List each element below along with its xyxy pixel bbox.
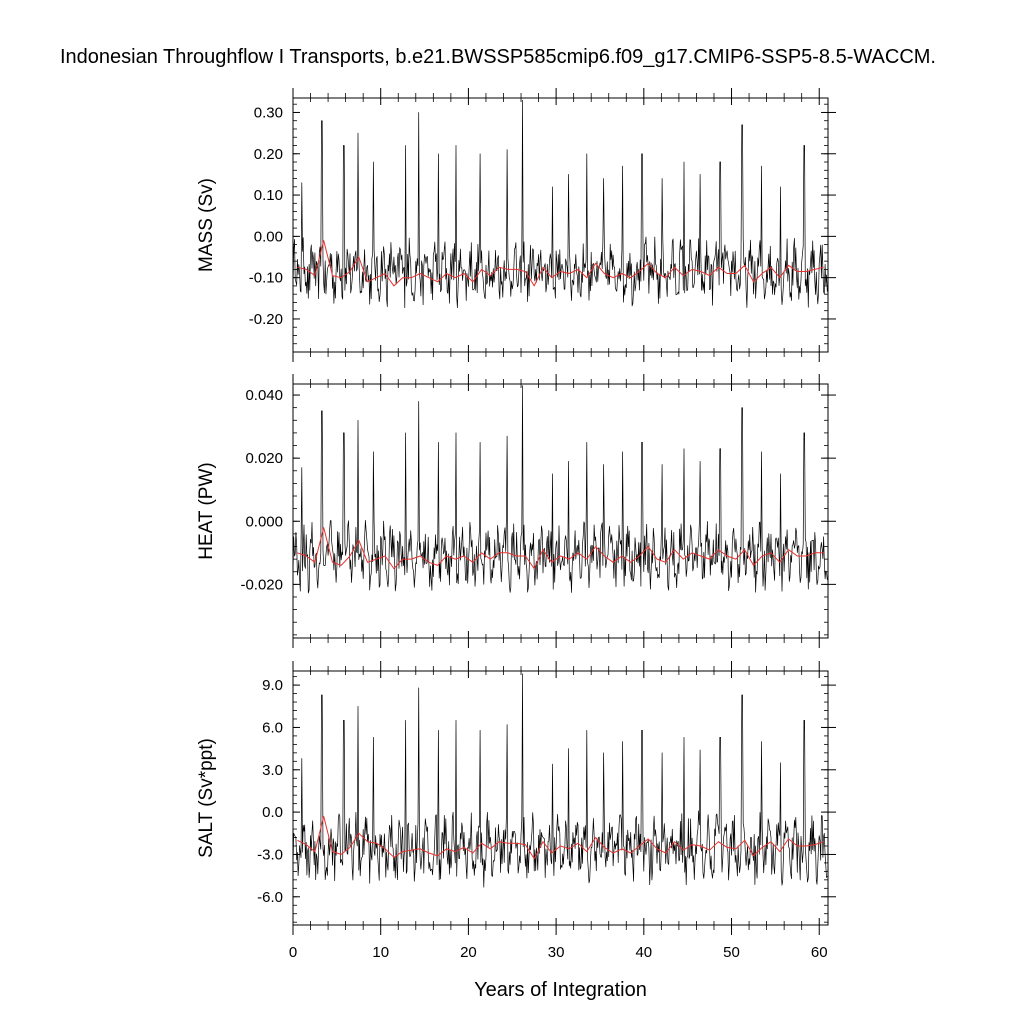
x-tick-label: 20 bbox=[460, 944, 477, 961]
y-tick-label: -6.0 bbox=[257, 889, 283, 906]
plot-frame-heat bbox=[292, 383, 829, 639]
figure-title: Indonesian Throughflow I Transports, b.e… bbox=[60, 46, 936, 68]
y-tick-label: -3.0 bbox=[257, 846, 283, 863]
y-tick-label: 0.20 bbox=[254, 146, 283, 163]
x-tick-label: 30 bbox=[548, 944, 565, 961]
y-axis-label-salt: SALT (Sv*ppt) bbox=[196, 738, 217, 858]
monthly-series-mass bbox=[292, 99, 828, 309]
plot-frame-salt bbox=[292, 670, 829, 926]
y-tick-label: 6.0 bbox=[262, 719, 283, 736]
y-tick-label: 0.0 bbox=[262, 804, 283, 821]
y-axis-label-mass: MASS (Sv) bbox=[196, 178, 217, 272]
y-tick-label: 0.020 bbox=[245, 450, 283, 467]
monthly-series-heat bbox=[292, 385, 828, 594]
y-tick-label: -0.020 bbox=[240, 576, 283, 593]
y-tick-label: 3.0 bbox=[262, 762, 283, 779]
x-tick-label: 10 bbox=[372, 944, 389, 961]
y-tick-label: 0.30 bbox=[254, 104, 283, 121]
x-tick-label: 40 bbox=[635, 944, 652, 961]
y-tick-label: -0.10 bbox=[249, 270, 283, 287]
x-axis-label: Years of Integration bbox=[474, 979, 647, 1001]
y-tick-label: 0.040 bbox=[245, 387, 283, 404]
plot-frame-mass bbox=[292, 97, 829, 353]
y-axis-label-heat: HEAT (PW) bbox=[196, 462, 217, 559]
x-tick-label: 50 bbox=[723, 944, 740, 961]
annual-series-mass bbox=[297, 240, 824, 287]
y-tick-label: 0.00 bbox=[254, 228, 283, 245]
y-tick-label: 9.0 bbox=[262, 677, 283, 694]
x-tick-label: 60 bbox=[811, 944, 828, 961]
y-tick-label: 0.10 bbox=[254, 187, 283, 204]
y-tick-label: 0.000 bbox=[245, 513, 283, 530]
annual-series-salt bbox=[297, 815, 824, 860]
monthly-series-salt bbox=[292, 673, 828, 888]
y-tick-label: -0.20 bbox=[249, 311, 283, 328]
x-tick-label: 0 bbox=[289, 944, 297, 961]
annual-series-heat bbox=[297, 527, 824, 570]
